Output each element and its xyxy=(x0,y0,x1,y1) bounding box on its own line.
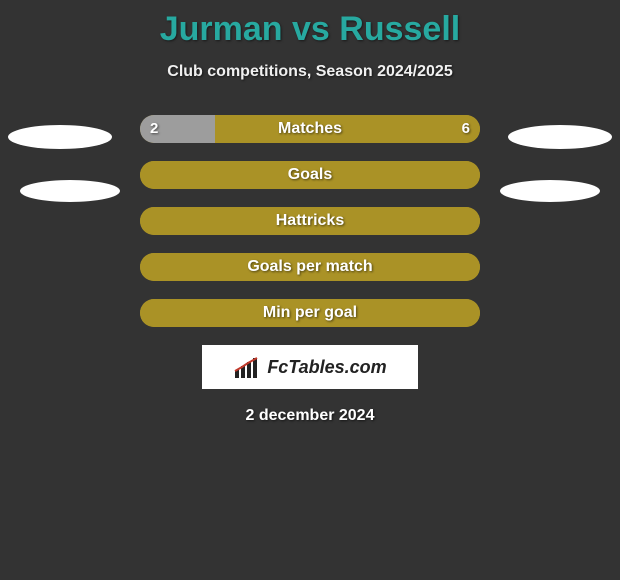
stat-bar-right-fill xyxy=(140,207,480,235)
brand-text: FcTables.com xyxy=(267,357,386,378)
stat-bar-track: Matches26 xyxy=(140,115,480,143)
stat-bar-right-fill xyxy=(140,253,480,281)
stat-bar-right-fill xyxy=(140,161,480,189)
date-text: 2 december 2024 xyxy=(0,407,620,425)
stat-bar-track: Hattricks xyxy=(140,207,480,235)
brand-bars-icon xyxy=(233,356,261,378)
stat-row: Matches26 xyxy=(0,115,620,143)
stat-bar-right-fill xyxy=(215,115,480,143)
stat-bar-right-fill xyxy=(140,299,480,327)
stat-bar-track: Min per goal xyxy=(140,299,480,327)
subtitle: Club competitions, Season 2024/2025 xyxy=(0,63,620,81)
stat-bar-track: Goals per match xyxy=(140,253,480,281)
page-title: Jurman vs Russell xyxy=(0,0,620,49)
stat-row: Goals xyxy=(0,161,620,189)
stat-value-left: 2 xyxy=(150,115,158,143)
stat-row: Min per goal xyxy=(0,299,620,327)
stat-row: Goals per match xyxy=(0,253,620,281)
stat-value-right: 6 xyxy=(462,115,470,143)
comparison-rows: Matches26GoalsHattricksGoals per matchMi… xyxy=(0,115,620,327)
brand-badge: FcTables.com xyxy=(202,345,418,389)
stat-bar-track: Goals xyxy=(140,161,480,189)
stat-row: Hattricks xyxy=(0,207,620,235)
